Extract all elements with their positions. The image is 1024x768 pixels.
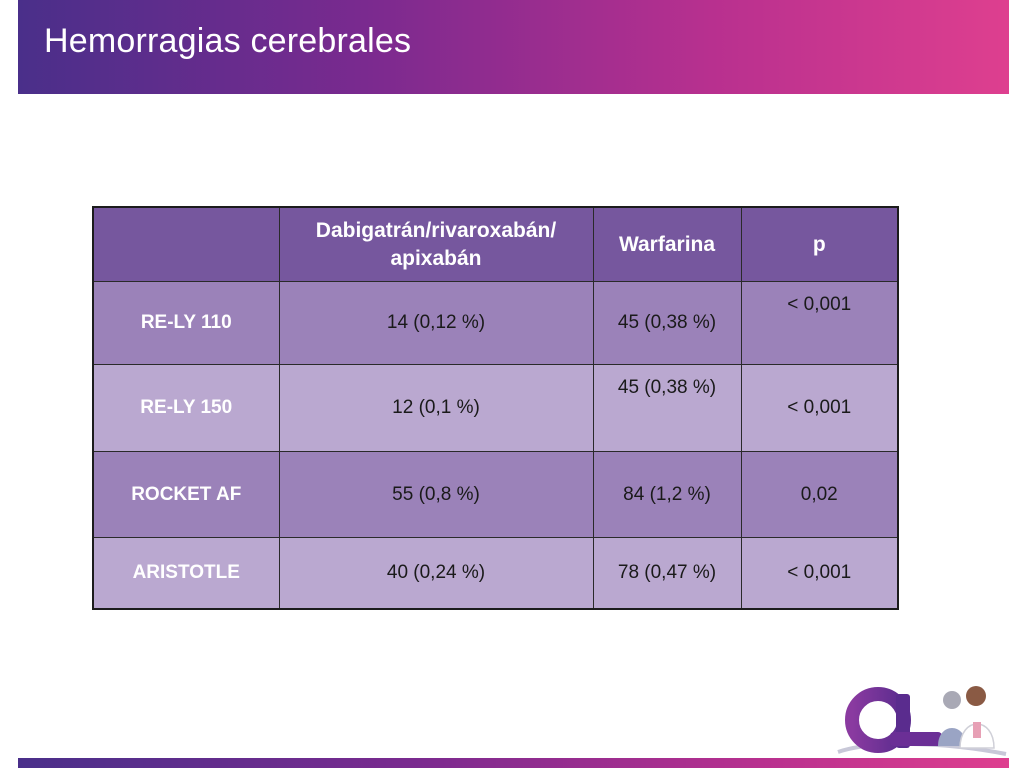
row-label: ARISTOTLE bbox=[92, 537, 280, 610]
table-row: RE-LY 150 12 (0,1 %) 45 (0,38 %) < 0,001 bbox=[92, 364, 899, 452]
cell-warfarina: 45 (0,38 %) bbox=[592, 364, 742, 452]
header-cell-p: p bbox=[740, 206, 899, 282]
table-row: ARISTOTLE 40 (0,24 %) 78 (0,47 %) < 0,00… bbox=[92, 537, 899, 610]
cell-doac: 40 (0,24 %) bbox=[278, 537, 594, 610]
slide-title: Hemorragias cerebrales bbox=[44, 22, 412, 60]
title-bar bbox=[18, 0, 1009, 94]
cell-warfarina: 84 (1,2 %) bbox=[592, 451, 742, 538]
results-table: Dabigatrán/rivaroxabán/ apixabán Warfari… bbox=[92, 206, 899, 610]
row-label: RE-LY 110 bbox=[92, 281, 280, 365]
cell-doac: 55 (0,8 %) bbox=[278, 451, 594, 538]
logo-graphic bbox=[837, 686, 1007, 756]
row-label: RE-LY 150 bbox=[92, 364, 280, 452]
header-cell-empty bbox=[92, 206, 280, 282]
cell-p: < 0,001 bbox=[740, 537, 899, 610]
cell-doac: 12 (0,1 %) bbox=[278, 364, 594, 452]
table-row: ROCKET AF 55 (0,8 %) 84 (1,2 %) 0,02 bbox=[92, 451, 899, 538]
footer-bar bbox=[18, 758, 1009, 768]
cell-warfarina: 45 (0,38 %) bbox=[592, 281, 742, 365]
table-row: RE-LY 110 14 (0,12 %) 45 (0,38 %) < 0,00… bbox=[92, 281, 899, 365]
header-cell-warfarina: Warfarina bbox=[592, 206, 742, 282]
cell-p: 0,02 bbox=[740, 451, 899, 538]
table-container: Dabigatrán/rivaroxabán/ apixabán Warfari… bbox=[92, 206, 899, 610]
table-header-row: Dabigatrán/rivaroxabán/ apixabán Warfari… bbox=[92, 206, 899, 282]
cell-warfarina: 78 (0,47 %) bbox=[592, 537, 742, 610]
row-label: ROCKET AF bbox=[92, 451, 280, 538]
cell-doac: 14 (0,12 %) bbox=[278, 281, 594, 365]
cell-p: < 0,001 bbox=[740, 281, 899, 365]
header-cell-doac: Dabigatrán/rivaroxabán/ apixabán bbox=[278, 206, 594, 282]
cell-p: < 0,001 bbox=[740, 364, 899, 452]
medical-brand-logo-icon bbox=[834, 676, 1010, 758]
